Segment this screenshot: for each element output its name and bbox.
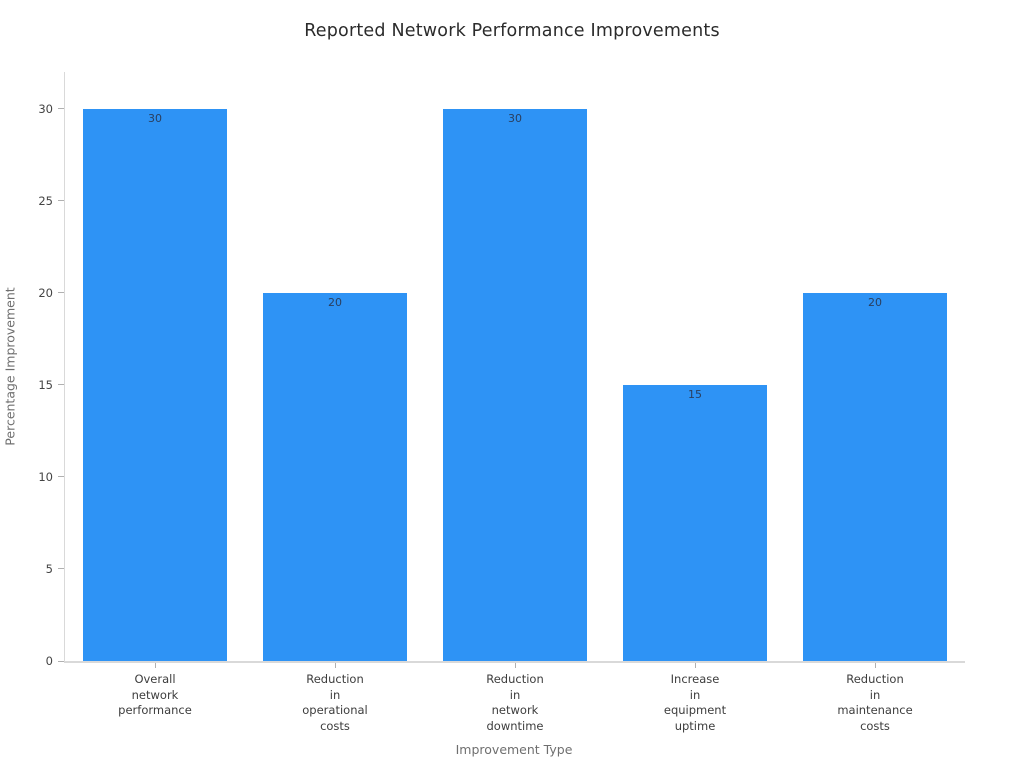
y-tick-label: 15 <box>38 377 53 392</box>
y-axis-title: Percentage Improvement <box>2 287 18 446</box>
y-tick-mark <box>58 476 64 478</box>
x-tick-label: Reduction in network downtime <box>486 672 544 733</box>
y-tick-mark <box>58 568 64 570</box>
y-tick-label: 5 <box>45 561 53 576</box>
y-tick-label: 20 <box>38 285 53 300</box>
x-tick-mark <box>335 663 336 668</box>
x-tick-label: Increase in equipment uptime <box>663 672 727 733</box>
bar-value-label: 15 <box>688 387 702 401</box>
y-tick-label: 30 <box>38 101 53 116</box>
x-tick-label: Reduction in maintenance costs <box>837 672 913 733</box>
bar-4: 15 <box>623 384 767 661</box>
x-axis-title: Improvement Type <box>455 742 573 757</box>
bar-3: 30 <box>443 108 587 661</box>
y-tick-label: 0 <box>45 654 53 668</box>
x-tick-label: Reduction in operational costs <box>302 672 368 733</box>
bar-5: 20 <box>803 292 947 661</box>
y-tick-mark <box>58 108 64 110</box>
bar-value-label: 20 <box>328 295 342 309</box>
y-tick-mark <box>58 384 64 386</box>
bar-2: 20 <box>263 292 407 661</box>
plot-area: 0 5 10 15 20 25 30 30 20 30 15 20 Overall network … <box>38 72 965 733</box>
bar-1: 30 <box>83 108 227 661</box>
x-tick-mark <box>155 663 156 668</box>
bar-value-label: 30 <box>148 111 162 125</box>
y-tick-mark <box>58 660 64 662</box>
x-tick-mark <box>875 663 876 668</box>
x-tick-mark <box>695 663 696 668</box>
bar-value-label: 20 <box>868 295 882 309</box>
y-tick-mark <box>58 292 64 294</box>
y-tick-mark <box>58 200 64 202</box>
x-tick-mark <box>515 663 516 668</box>
bar-value-label: 30 <box>508 111 522 125</box>
y-tick-label: 10 <box>38 469 53 484</box>
y-tick-label: 25 <box>38 193 53 208</box>
x-tick-label: Overall network performance <box>118 672 192 717</box>
chart-title: Reported Network Performance Improvement… <box>304 21 720 41</box>
